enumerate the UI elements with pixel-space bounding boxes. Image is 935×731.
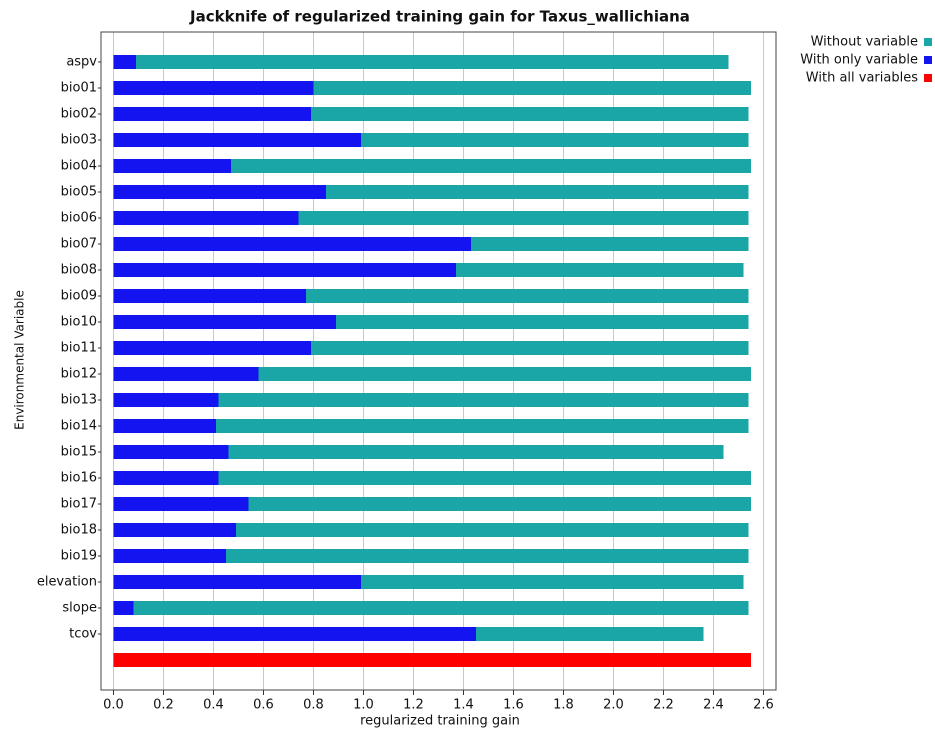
y-tick-label: elevation <box>37 575 97 590</box>
legend-swatch <box>924 38 932 46</box>
legend-label: Without variable <box>811 35 918 50</box>
bar <box>113 159 231 173</box>
y-tick-label: bio17 <box>61 497 97 512</box>
y-tick-label: bio19 <box>61 549 97 564</box>
y-axis-label: Environmental Variable <box>13 290 27 430</box>
bar <box>113 393 219 407</box>
bar <box>113 445 229 459</box>
bar <box>113 627 476 641</box>
x-tick-label: 1.8 <box>553 698 574 713</box>
bar <box>113 575 361 589</box>
x-tick-label: 0.0 <box>103 698 124 713</box>
bar <box>113 341 311 355</box>
x-tick-label: 1.4 <box>453 698 474 713</box>
bar <box>113 419 216 433</box>
y-tick-label: bio06 <box>61 211 97 226</box>
y-tick-label: bio14 <box>61 419 97 434</box>
bar <box>113 549 226 563</box>
bar <box>113 237 471 251</box>
y-tick-label: slope <box>62 601 97 616</box>
bar <box>113 133 361 147</box>
bar <box>113 211 299 225</box>
bar <box>113 523 236 537</box>
bar <box>113 367 751 381</box>
x-tick-label: 2.0 <box>603 698 624 713</box>
y-tick-label: bio02 <box>61 107 97 122</box>
bar <box>113 367 259 381</box>
bar <box>113 55 136 69</box>
bar <box>113 107 311 121</box>
x-tick-label: 2.6 <box>753 698 774 713</box>
bar <box>113 185 326 199</box>
y-tick-label: bio08 <box>61 263 97 278</box>
y-tick-label: bio05 <box>61 185 97 200</box>
y-tick-label: bio11 <box>61 341 97 356</box>
bar <box>113 315 336 329</box>
y-tick-label: tcov <box>69 627 97 642</box>
x-tick-label: 0.4 <box>203 698 224 713</box>
bar <box>113 471 219 485</box>
y-tick-label: bio16 <box>61 471 97 486</box>
x-tick-label: 0.2 <box>153 698 174 713</box>
bar <box>113 497 751 511</box>
x-tick-label: 1.2 <box>403 698 424 713</box>
legend-label: With only variable <box>800 53 918 68</box>
y-tick-label: bio15 <box>61 445 97 460</box>
x-tick-label: 1.6 <box>503 698 524 713</box>
y-tick-label: bio09 <box>61 289 97 304</box>
y-tick-label: bio18 <box>61 523 97 538</box>
bar <box>113 55 729 69</box>
bar <box>113 289 306 303</box>
bar <box>113 159 751 173</box>
bar <box>113 81 314 95</box>
x-tick-label: 1.0 <box>353 698 374 713</box>
legend-label: With all variables <box>806 71 918 86</box>
bar <box>113 653 751 667</box>
bar <box>113 601 134 615</box>
bar <box>113 601 749 615</box>
bar <box>113 419 749 433</box>
y-tick-label: bio10 <box>61 315 97 330</box>
y-tick-label: bio04 <box>61 159 97 174</box>
plot-frame <box>100 31 777 691</box>
bar <box>113 263 456 277</box>
x-axis-label: regularized training gain <box>360 714 520 729</box>
legend-swatch <box>924 56 932 64</box>
bar <box>113 549 749 563</box>
y-tick-label: bio01 <box>61 81 97 96</box>
bar <box>113 523 749 537</box>
y-tick-label: bio03 <box>61 133 97 148</box>
chart-title: Jackknife of regularized training gain f… <box>189 8 690 26</box>
y-tick-label: bio07 <box>61 237 97 252</box>
bar <box>113 497 249 511</box>
y-tick-label: bio12 <box>61 367 97 382</box>
x-tick-label: 2.4 <box>703 698 724 713</box>
bar <box>113 393 749 407</box>
x-tick-label: 0.6 <box>253 698 274 713</box>
bar <box>113 471 751 485</box>
x-tick-label: 2.2 <box>653 698 674 713</box>
y-tick-label: aspv <box>66 55 97 70</box>
legend-swatch <box>924 74 932 82</box>
y-tick-label: bio13 <box>61 393 97 408</box>
x-tick-label: 0.8 <box>303 698 324 713</box>
bar <box>113 445 724 459</box>
